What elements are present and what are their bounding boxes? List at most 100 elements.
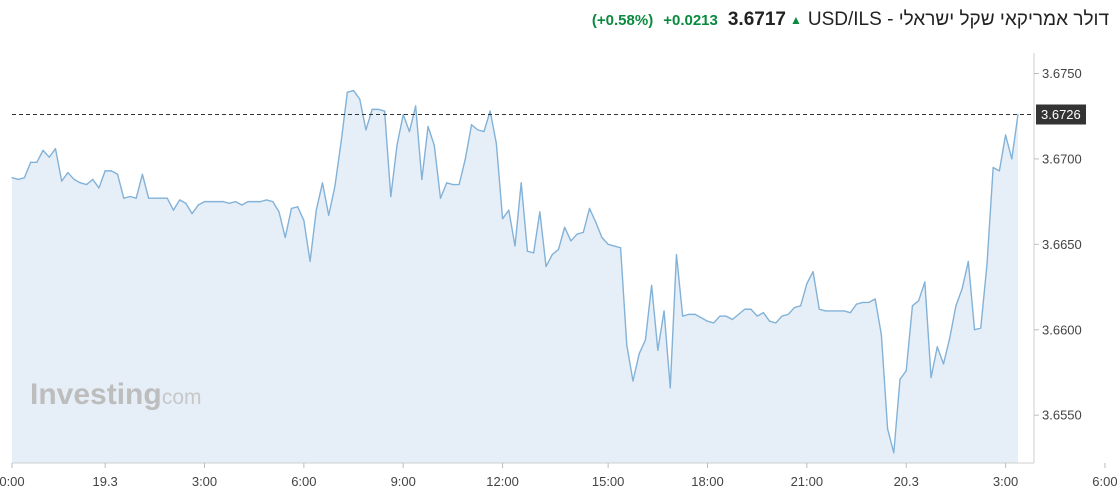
data-point <box>874 298 876 300</box>
data-point <box>359 98 361 100</box>
data-point <box>893 452 895 454</box>
data-point <box>837 310 839 312</box>
y-tick-label: 3.6600 <box>1042 322 1082 337</box>
data-point <box>396 144 398 146</box>
data-point <box>688 313 690 315</box>
data-point <box>241 204 243 206</box>
data-point <box>290 207 293 210</box>
data-point <box>321 182 324 184</box>
data-point <box>831 310 833 312</box>
data-point <box>92 178 94 181</box>
data-point <box>284 236 286 239</box>
data-point <box>415 105 417 107</box>
x-tick-label: 19.3 <box>92 474 117 489</box>
data-point <box>719 315 721 317</box>
data-point <box>682 315 684 317</box>
data-point <box>949 337 951 339</box>
data-point <box>390 195 392 198</box>
data-point <box>775 322 777 324</box>
x-tick-label: 0:00 <box>0 474 25 489</box>
x-tick-label: 20.3 <box>894 474 919 489</box>
data-point <box>545 265 547 268</box>
data-point <box>197 204 199 206</box>
data-point <box>30 161 32 163</box>
data-point <box>371 108 373 110</box>
y-tick-label: 3.6700 <box>1042 151 1082 166</box>
data-point <box>942 363 945 365</box>
investing-watermark: Investing .com <box>30 378 202 411</box>
y-tick-label: 3.6750 <box>1042 66 1082 81</box>
data-point <box>297 206 299 208</box>
x-tick-label: 3:00 <box>192 474 217 489</box>
data-point <box>110 170 112 172</box>
data-point <box>911 305 914 307</box>
data-point <box>756 315 758 317</box>
data-point <box>961 288 963 290</box>
data-point <box>315 209 317 211</box>
data-point <box>383 110 386 112</box>
data-point <box>818 308 820 310</box>
data-point <box>365 129 367 131</box>
data-point <box>309 260 311 263</box>
current-price-tag <box>1036 104 1086 125</box>
data-point <box>619 247 622 249</box>
current-price-label: 3.6726 <box>1041 107 1081 122</box>
data-point <box>657 349 659 351</box>
data-point <box>731 318 733 321</box>
data-point <box>800 305 802 307</box>
instrument-title: USD/ILS - דולר אמריקאי שקל ישראלי <box>807 9 1109 30</box>
plot-area[interactable] <box>11 89 1019 463</box>
data-point <box>328 214 330 216</box>
data-point <box>651 284 653 286</box>
data-point <box>725 315 727 317</box>
data-point <box>129 195 131 198</box>
data-point <box>880 334 882 336</box>
data-point <box>135 197 137 199</box>
data-point <box>508 209 510 211</box>
data-point <box>495 142 497 145</box>
data-point <box>439 197 442 199</box>
data-point <box>744 308 746 310</box>
data-point <box>905 370 907 372</box>
data-point <box>1011 158 1013 160</box>
data-point <box>501 218 504 220</box>
x-tick-label: 21:00 <box>791 474 824 489</box>
data-point <box>352 89 355 92</box>
change-percent: (+0.58%) <box>591 11 654 29</box>
data-point <box>924 281 926 283</box>
x-tick-label: 18:00 <box>691 474 724 489</box>
x-tick-label: 6:00 <box>1092 474 1117 489</box>
data-point <box>632 380 634 382</box>
data-point <box>489 110 491 112</box>
data-point <box>862 301 864 304</box>
data-point <box>607 243 609 245</box>
data-point <box>520 182 522 184</box>
current-price: 3.6717 <box>727 9 786 30</box>
data-point <box>346 91 348 93</box>
data-point <box>855 303 858 305</box>
data-point <box>427 125 429 128</box>
data-point <box>582 231 584 233</box>
data-point <box>769 320 771 322</box>
data-point <box>918 300 920 302</box>
data-point <box>98 187 100 189</box>
data-point <box>843 310 845 312</box>
data-point <box>464 158 466 160</box>
data-point <box>36 161 38 163</box>
data-point <box>160 197 162 199</box>
data-point <box>762 312 765 314</box>
y-tick-label: 3.6550 <box>1042 408 1082 423</box>
data-point <box>700 317 702 319</box>
data-point <box>458 183 460 186</box>
data-point <box>61 180 63 182</box>
data-point <box>210 201 212 203</box>
data-point <box>247 201 249 203</box>
data-point <box>166 197 168 199</box>
data-point <box>980 327 982 329</box>
data-point <box>17 178 19 181</box>
up-arrow-icon: ▲ <box>789 13 802 27</box>
data-point <box>172 209 175 211</box>
data-point <box>340 141 342 143</box>
data-point <box>626 344 628 346</box>
